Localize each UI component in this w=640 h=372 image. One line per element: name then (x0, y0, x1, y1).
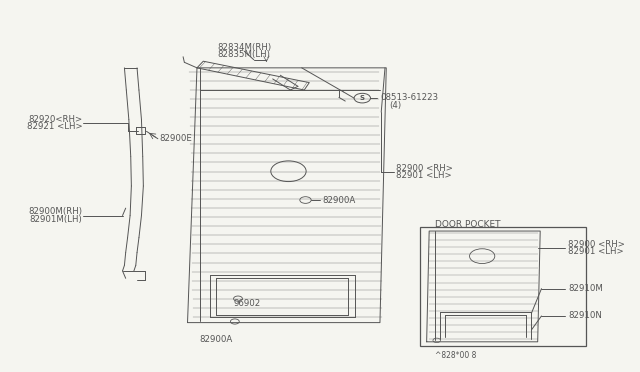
Text: 82900 <RH>: 82900 <RH> (396, 164, 453, 173)
Text: 82900M(RH): 82900M(RH) (28, 207, 82, 217)
Text: S: S (360, 95, 365, 101)
Text: 82900E: 82900E (159, 134, 192, 143)
Text: 82900 <RH>: 82900 <RH> (568, 240, 625, 249)
Text: 82921 <LH>: 82921 <LH> (26, 122, 82, 131)
Text: 82901M(LH): 82901M(LH) (29, 215, 82, 224)
Text: ^828*00 8: ^828*00 8 (435, 351, 477, 360)
Text: 82910N: 82910N (568, 311, 602, 320)
Text: 96902: 96902 (234, 299, 261, 308)
Text: 82920<RH>: 82920<RH> (28, 115, 82, 124)
Text: 82901 <LH>: 82901 <LH> (396, 171, 452, 180)
Text: 82900A: 82900A (322, 196, 355, 205)
Text: 08513-61223: 08513-61223 (380, 93, 438, 102)
Text: 82835M(LH): 82835M(LH) (218, 51, 271, 60)
Bar (420, 227, 586, 346)
Text: (4): (4) (388, 101, 401, 110)
Text: 82834M(RH): 82834M(RH) (217, 43, 271, 52)
Text: 82910M: 82910M (568, 284, 603, 293)
Text: 82900A: 82900A (199, 335, 232, 344)
Text: 82901 <LH>: 82901 <LH> (568, 247, 623, 256)
Text: DOOR POCKET: DOOR POCKET (435, 220, 501, 229)
